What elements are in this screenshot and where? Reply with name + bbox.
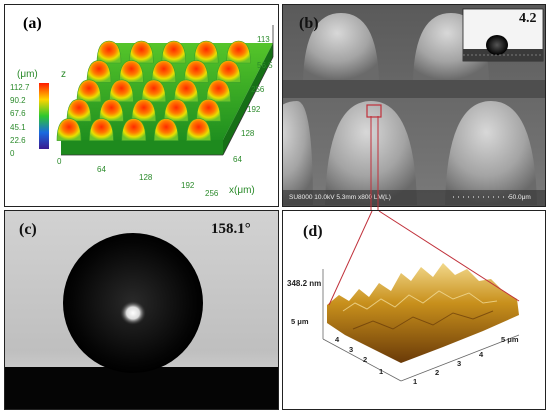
panel-a-base-side bbox=[223, 43, 273, 155]
panel-a-base-front bbox=[61, 140, 223, 155]
panel-a-bump bbox=[153, 118, 179, 141]
panel-b-sem-info: SU8000 10.0kV 5.3mm x800 LM(L) bbox=[289, 194, 391, 201]
panel-a-y-axis bbox=[222, 56, 274, 156]
panel-b-pillar bbox=[303, 13, 379, 80]
panel-a-bump bbox=[89, 118, 114, 141]
panel-d-x-tick: 3 bbox=[457, 359, 462, 368]
panel-c-contact-angle: 158.1° bbox=[211, 221, 251, 237]
panel-c-label: (c) bbox=[19, 221, 37, 238]
panel-a-cbar-tick: 90.2 bbox=[10, 96, 26, 106]
panel-a-bump bbox=[173, 79, 199, 103]
panel-a-bump bbox=[99, 98, 124, 122]
panel-c-substrate bbox=[5, 367, 278, 409]
panel-a-bump bbox=[226, 40, 251, 64]
panel-b-scale-label: 50.0μm bbox=[509, 194, 531, 201]
panel-b-label: (b) bbox=[299, 15, 319, 32]
panel-d-label: (d) bbox=[303, 223, 323, 240]
panel-a-bump bbox=[186, 118, 211, 141]
panel-a-bump bbox=[56, 118, 82, 141]
panel-a-x-axis-label: x(μm) bbox=[229, 185, 255, 196]
panel-a-y-tick: 256 bbox=[251, 85, 265, 94]
panel-a-bumps bbox=[56, 40, 251, 141]
panel-b-zoom-region bbox=[366, 104, 382, 118]
panel-b-sem-image: (b) 4.2 SU8000 10.0kV 5.3mm x800 LM(L) 5… bbox=[282, 4, 546, 207]
panel-c-photo bbox=[5, 211, 278, 409]
panel-d-y-tick: 4 bbox=[335, 335, 340, 344]
panel-a-colorbar-ticks: 112.7 90.2 67.6 45.1 22.6 0 bbox=[10, 81, 29, 160]
panel-a-y-tick: 128 bbox=[241, 129, 255, 138]
panel-a-bump bbox=[151, 60, 177, 83]
panel-a-bump bbox=[183, 60, 209, 83]
panel-b-pillar bbox=[283, 101, 313, 205]
panel-d-plot bbox=[322, 211, 520, 382]
panel-a-x-tick: 0 bbox=[57, 157, 62, 166]
panel-a-x-tick: 256 bbox=[205, 189, 219, 198]
panel-a-cbar-tick: 67.6 bbox=[10, 109, 26, 119]
panel-a-bump bbox=[196, 98, 221, 122]
panel-b-micrograph bbox=[283, 5, 545, 206]
panel-d-x-tick: 2 bbox=[435, 368, 440, 377]
panel-d-y-tick: 3 bbox=[349, 345, 354, 354]
panel-a-bump bbox=[109, 79, 134, 103]
panel-d-afm-image: (d) 348.2 nm 5 μm 4 3 2 1 1 2 3 4 5 μm bbox=[282, 210, 546, 410]
panel-d-x-tick: 5 μm bbox=[501, 335, 519, 344]
panel-d-zoom-line-right bbox=[378, 211, 520, 302]
panel-a-colorbar bbox=[39, 83, 49, 149]
panel-d-x-axis-line bbox=[400, 334, 520, 382]
panel-b-groove bbox=[283, 80, 545, 98]
panel-a-bump bbox=[76, 79, 102, 103]
panel-a-bump bbox=[216, 60, 241, 83]
panel-b-inset-droplet bbox=[486, 35, 508, 55]
panel-a-x-tick: 192 bbox=[181, 181, 195, 190]
panel-d-ridge-highlight bbox=[342, 290, 498, 312]
panel-a-cbar-tick: 45.1 bbox=[10, 122, 26, 132]
panel-a-y-tick: 64 bbox=[233, 155, 242, 164]
panel-d-zoom-line-left bbox=[328, 211, 373, 306]
panel-a-bump bbox=[86, 60, 112, 83]
panel-d-z-value: 348.2 nm bbox=[287, 279, 322, 288]
panel-a-bump bbox=[161, 40, 187, 64]
panel-d-y-tick: 2 bbox=[363, 355, 368, 364]
panel-a-colorbar-unit: (μm) bbox=[17, 69, 38, 80]
panel-a-bump bbox=[129, 40, 154, 64]
panel-a-bump bbox=[163, 98, 189, 122]
panel-b-info-bar bbox=[283, 190, 545, 206]
panel-c-droplet-highlight bbox=[120, 301, 146, 325]
panel-d-x-tick: 1 bbox=[413, 377, 418, 386]
panel-d-y-axis-line bbox=[322, 338, 402, 382]
panel-d-valley-shadow bbox=[352, 310, 494, 330]
panel-a-y-tick: 192 bbox=[247, 105, 261, 114]
panel-a-bump bbox=[193, 40, 219, 64]
panel-d-x-tick: 4 bbox=[479, 350, 484, 359]
panel-a-bump bbox=[141, 79, 167, 103]
panel-a-bump bbox=[119, 60, 144, 83]
panel-a-label: (a) bbox=[23, 15, 42, 32]
panel-a-x-tick: 128 bbox=[139, 173, 153, 182]
panel-a-z-axis-label: z bbox=[61, 69, 66, 80]
panel-a-cbar-tick: 112.7 bbox=[10, 83, 30, 92]
panel-a-z-tick: 113 bbox=[257, 35, 270, 44]
panel-a-bump bbox=[121, 118, 147, 141]
panel-b-pillar bbox=[445, 101, 537, 205]
panel-d-y-tick: 5 μm bbox=[291, 317, 309, 326]
panel-a-z-tick: 56.5 bbox=[257, 61, 273, 70]
panel-c-droplet-image: (c) 158.1° bbox=[4, 210, 279, 410]
panel-d-surface bbox=[327, 263, 519, 363]
panel-a-bump bbox=[96, 40, 122, 64]
panel-a-bump bbox=[206, 79, 231, 103]
panel-b-contact-angle: 4.2 bbox=[519, 11, 537, 26]
panel-a-bump bbox=[131, 98, 157, 122]
panel-a-plot bbox=[39, 25, 274, 156]
panel-a-cbar-tick: 22.6 bbox=[10, 135, 26, 145]
panel-a-bump bbox=[66, 98, 92, 122]
panel-d-y-tick: 1 bbox=[379, 367, 384, 376]
panel-a-x-tick: 64 bbox=[97, 165, 106, 174]
panel-a-3d-profile: (a) (μm) z 112.7 90.2 67.6 45.1 22.6 0 0… bbox=[4, 4, 279, 207]
panel-a-cbar-tick: 0 bbox=[10, 149, 15, 159]
